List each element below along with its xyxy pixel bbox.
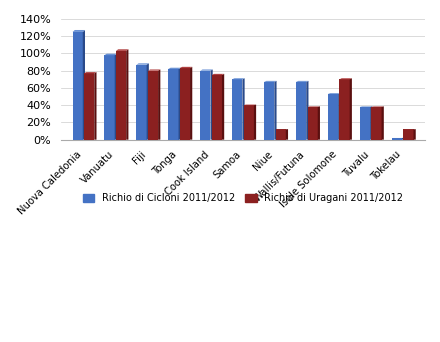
Polygon shape <box>402 138 404 140</box>
Bar <box>296 82 306 140</box>
Polygon shape <box>136 63 149 65</box>
Polygon shape <box>360 106 372 107</box>
Bar <box>200 71 210 140</box>
Polygon shape <box>381 106 384 140</box>
Polygon shape <box>286 129 288 140</box>
Bar <box>84 73 94 140</box>
Polygon shape <box>232 78 245 79</box>
Polygon shape <box>190 67 192 140</box>
Polygon shape <box>126 49 128 140</box>
Bar <box>104 55 115 140</box>
Bar <box>212 75 222 140</box>
Polygon shape <box>210 69 213 140</box>
Polygon shape <box>180 67 192 68</box>
Bar <box>232 79 242 140</box>
Polygon shape <box>169 68 181 69</box>
Polygon shape <box>148 69 160 71</box>
Polygon shape <box>200 69 213 71</box>
Bar <box>371 107 381 140</box>
Bar <box>403 129 414 140</box>
Bar <box>328 94 338 140</box>
Bar <box>180 68 190 140</box>
Polygon shape <box>94 72 96 140</box>
Bar <box>264 82 274 140</box>
Bar <box>116 51 126 140</box>
Legend: Richio di Cicloni 2011/2012, Richio di Uragani 2011/2012: Richio di Cicloni 2011/2012, Richio di U… <box>79 189 407 207</box>
Polygon shape <box>274 81 277 140</box>
Polygon shape <box>116 49 128 51</box>
Polygon shape <box>308 106 320 107</box>
Bar <box>136 65 147 140</box>
Polygon shape <box>414 129 416 140</box>
Polygon shape <box>350 78 352 140</box>
Polygon shape <box>179 68 181 140</box>
Polygon shape <box>242 78 245 140</box>
Bar <box>148 71 158 140</box>
Polygon shape <box>147 63 149 140</box>
Bar <box>308 107 318 140</box>
Polygon shape <box>306 81 308 140</box>
Bar <box>73 32 83 140</box>
Polygon shape <box>338 93 341 140</box>
Polygon shape <box>370 106 372 140</box>
Bar <box>360 107 370 140</box>
Polygon shape <box>73 30 85 32</box>
Polygon shape <box>83 30 85 140</box>
Bar <box>169 69 179 140</box>
Polygon shape <box>212 74 224 75</box>
Polygon shape <box>371 106 384 107</box>
Polygon shape <box>328 93 341 94</box>
Polygon shape <box>254 105 256 140</box>
Polygon shape <box>339 78 352 79</box>
Polygon shape <box>104 54 117 55</box>
Bar <box>392 138 402 140</box>
Polygon shape <box>115 54 117 140</box>
Polygon shape <box>222 74 224 140</box>
Polygon shape <box>158 69 160 140</box>
Bar <box>275 129 286 140</box>
Polygon shape <box>84 72 96 73</box>
Bar <box>244 105 254 140</box>
Bar <box>339 79 350 140</box>
Polygon shape <box>318 106 320 140</box>
Polygon shape <box>296 81 308 82</box>
Polygon shape <box>264 81 277 82</box>
